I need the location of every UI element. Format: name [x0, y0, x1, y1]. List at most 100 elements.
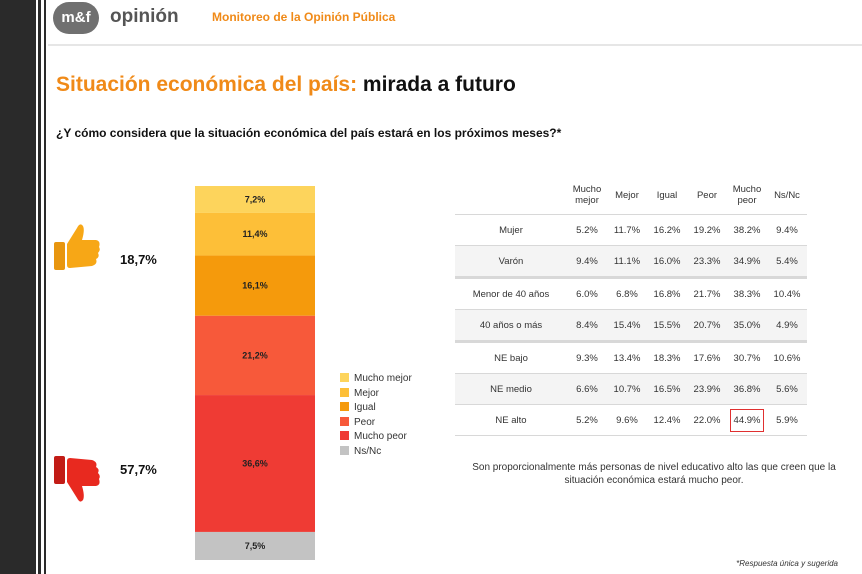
- table-cell: 5.4%: [767, 245, 807, 279]
- table-cell: 21.7%: [687, 277, 727, 310]
- table-row: 40 años o más 8.4% 15.4% 15.5% 20.7% 35.0% 4.9…: [455, 309, 807, 343]
- legend-item-1: Mejor: [340, 387, 412, 402]
- legend-label-5: Ns/Nc: [354, 445, 382, 457]
- table-cell: 9.3%: [567, 341, 607, 374]
- legend-item-5: Ns/Nc: [340, 445, 412, 460]
- row-label: Varón: [455, 245, 567, 279]
- table-cell: 5.9%: [767, 404, 807, 436]
- table-header-cell: Igual: [656, 189, 678, 201]
- header-divider: [48, 44, 862, 46]
- table-cell: 16.0%: [647, 245, 687, 279]
- table-cell: 16.8%: [647, 277, 687, 310]
- table-header-cell: Mejor: [615, 189, 639, 201]
- table-cell: 30.7%: [727, 341, 767, 374]
- bar-segment-0: [195, 186, 315, 213]
- table-header-cell: Peor: [696, 189, 718, 201]
- table-cell: 19.2%: [687, 214, 727, 246]
- table-row: Menor de 40 años 6.0% 6.8% 16.8% 21.7% 38.3% 1…: [455, 277, 807, 310]
- slide-title-part1: Situación económica del país:: [56, 73, 358, 96]
- mf-logo: m&f: [53, 2, 99, 34]
- left-decor-stripe: [38, 0, 41, 574]
- table-cell: 9.6%: [607, 404, 647, 436]
- row-label: NE alto: [455, 404, 567, 436]
- table-header-cell: [455, 176, 567, 215]
- chart-legend: Mucho mejor Mejor Igual Peor Mucho peor Ns/Nc: [340, 372, 412, 460]
- legend-label-3: Peor: [354, 416, 376, 428]
- legend-label-1: Mejor: [354, 387, 380, 399]
- table-cell: 9.4%: [567, 245, 607, 279]
- table-row: Varón 9.4% 11.1% 16.0% 23.3% 34.9% 5.4%: [455, 245, 807, 279]
- bar-segment-2: [195, 255, 315, 316]
- table-cell: 38.3%: [727, 277, 767, 310]
- highlighted-value: 44.9%: [729, 408, 765, 432]
- table-cell: 11.1%: [607, 245, 647, 279]
- positive-total: 18,7%: [120, 252, 157, 267]
- legend-label-4: Mucho peor: [354, 431, 407, 443]
- legend-swatch-0: [340, 373, 349, 382]
- left-decor-stripe-thin: [44, 0, 46, 574]
- stacked-bar-chart: 7,2% 11,4% 16,1% 21,2% 36,6% 7,5%: [195, 186, 315, 560]
- table-cell: 9.4%: [767, 214, 807, 246]
- table-cell: 17.6%: [687, 341, 727, 374]
- row-label: NE bajo: [455, 341, 567, 374]
- table-cell: 10.6%: [767, 341, 807, 374]
- bar-segment-label-1: 11,4%: [242, 229, 267, 239]
- row-label: NE medio: [455, 373, 567, 405]
- slide-title-part2: mirada a futuro: [357, 73, 516, 96]
- table-cell: 23.9%: [687, 373, 727, 405]
- bar-segment-label-5: 7,5%: [245, 541, 266, 551]
- legend-item-4: Mucho peor: [340, 430, 412, 445]
- thumbs-up-icon: [54, 224, 100, 270]
- table-cell: 5.2%: [567, 214, 607, 246]
- brand-name: opinión: [110, 6, 179, 27]
- table-cell: 6.8%: [607, 277, 647, 310]
- bar-segment-3: [195, 315, 315, 396]
- bar-segment-5: [195, 531, 315, 560]
- legend-swatch-1: [340, 387, 349, 397]
- table-cell: 6.6%: [567, 373, 607, 405]
- table-cell: 10.4%: [767, 277, 807, 310]
- legend-swatch-4: [340, 431, 349, 441]
- bar-segment-1: [195, 212, 315, 256]
- table-cell: 18.3%: [647, 341, 687, 374]
- slide-title: Situación económica del país: mirada a f…: [56, 73, 516, 97]
- table-cell: 16.5%: [647, 373, 687, 405]
- table-cell: 15.4%: [607, 309, 647, 343]
- table-row: NE medio 6.6% 10.7% 16.5% 23.9% 36.8% 5.6%: [455, 373, 807, 405]
- table-cell: 5.6%: [767, 373, 807, 405]
- legend-item-2: Igual: [340, 401, 412, 416]
- legend-swatch-2: [340, 402, 349, 412]
- table-cell: 5.2%: [567, 404, 607, 436]
- legend-swatch-3: [340, 416, 349, 426]
- table-cell: 4.9%: [767, 309, 807, 343]
- table-cell: 6.0%: [567, 277, 607, 310]
- thumbs-down-icon: [54, 456, 100, 502]
- table-cell: 23.3%: [687, 245, 727, 279]
- row-label: Mujer: [455, 214, 567, 246]
- row-label: Menor de 40 años: [455, 277, 567, 310]
- table-cell: 20.7%: [687, 309, 727, 343]
- table-cell: 16.2%: [647, 214, 687, 246]
- breakdown-table-wrap: Mucho mejor Mejor Igual Peor Mucho peor Ns/Nc Mu…: [455, 176, 807, 436]
- table-row: Mujer 5.2% 11.7% 16.2% 19.2% 38.2% 9.4%: [455, 214, 807, 246]
- negative-total: 57,7%: [120, 462, 157, 477]
- row-label: 40 años o más: [455, 309, 567, 343]
- table-header-cell: Mucho mejor: [572, 184, 602, 206]
- bar-segment-4: [195, 395, 315, 532]
- bar-segment-label-0: 7,2%: [245, 194, 266, 204]
- legend-swatch-5: [340, 445, 349, 455]
- legend-label-0: Mucho mejor: [354, 373, 412, 384]
- header-subtitle: Monitoreo de la Opinión Pública: [212, 10, 396, 24]
- breakdown-table: Mucho mejor Mejor Igual Peor Mucho peor Ns/Nc Mu…: [455, 176, 807, 436]
- footnote: *Respuesta única y sugerida: [736, 559, 838, 568]
- table-header-cell: Ns/Nc: [774, 189, 800, 201]
- survey-question: ¿Y cómo considera que la situación econó…: [56, 126, 562, 140]
- bar-segment-label-4: 36,6%: [242, 459, 268, 469]
- table-cell: 12.4%: [647, 404, 687, 436]
- table-header-row: Mucho mejor Mejor Igual Peor Mucho peor Ns/Nc: [455, 176, 807, 215]
- table-cell: 35.0%: [727, 309, 767, 343]
- table-header-cell: Mucho peor: [732, 184, 762, 206]
- table-cell: 15.5%: [647, 309, 687, 343]
- table-cell: 13.4%: [607, 341, 647, 374]
- left-decor-bar: [0, 0, 36, 574]
